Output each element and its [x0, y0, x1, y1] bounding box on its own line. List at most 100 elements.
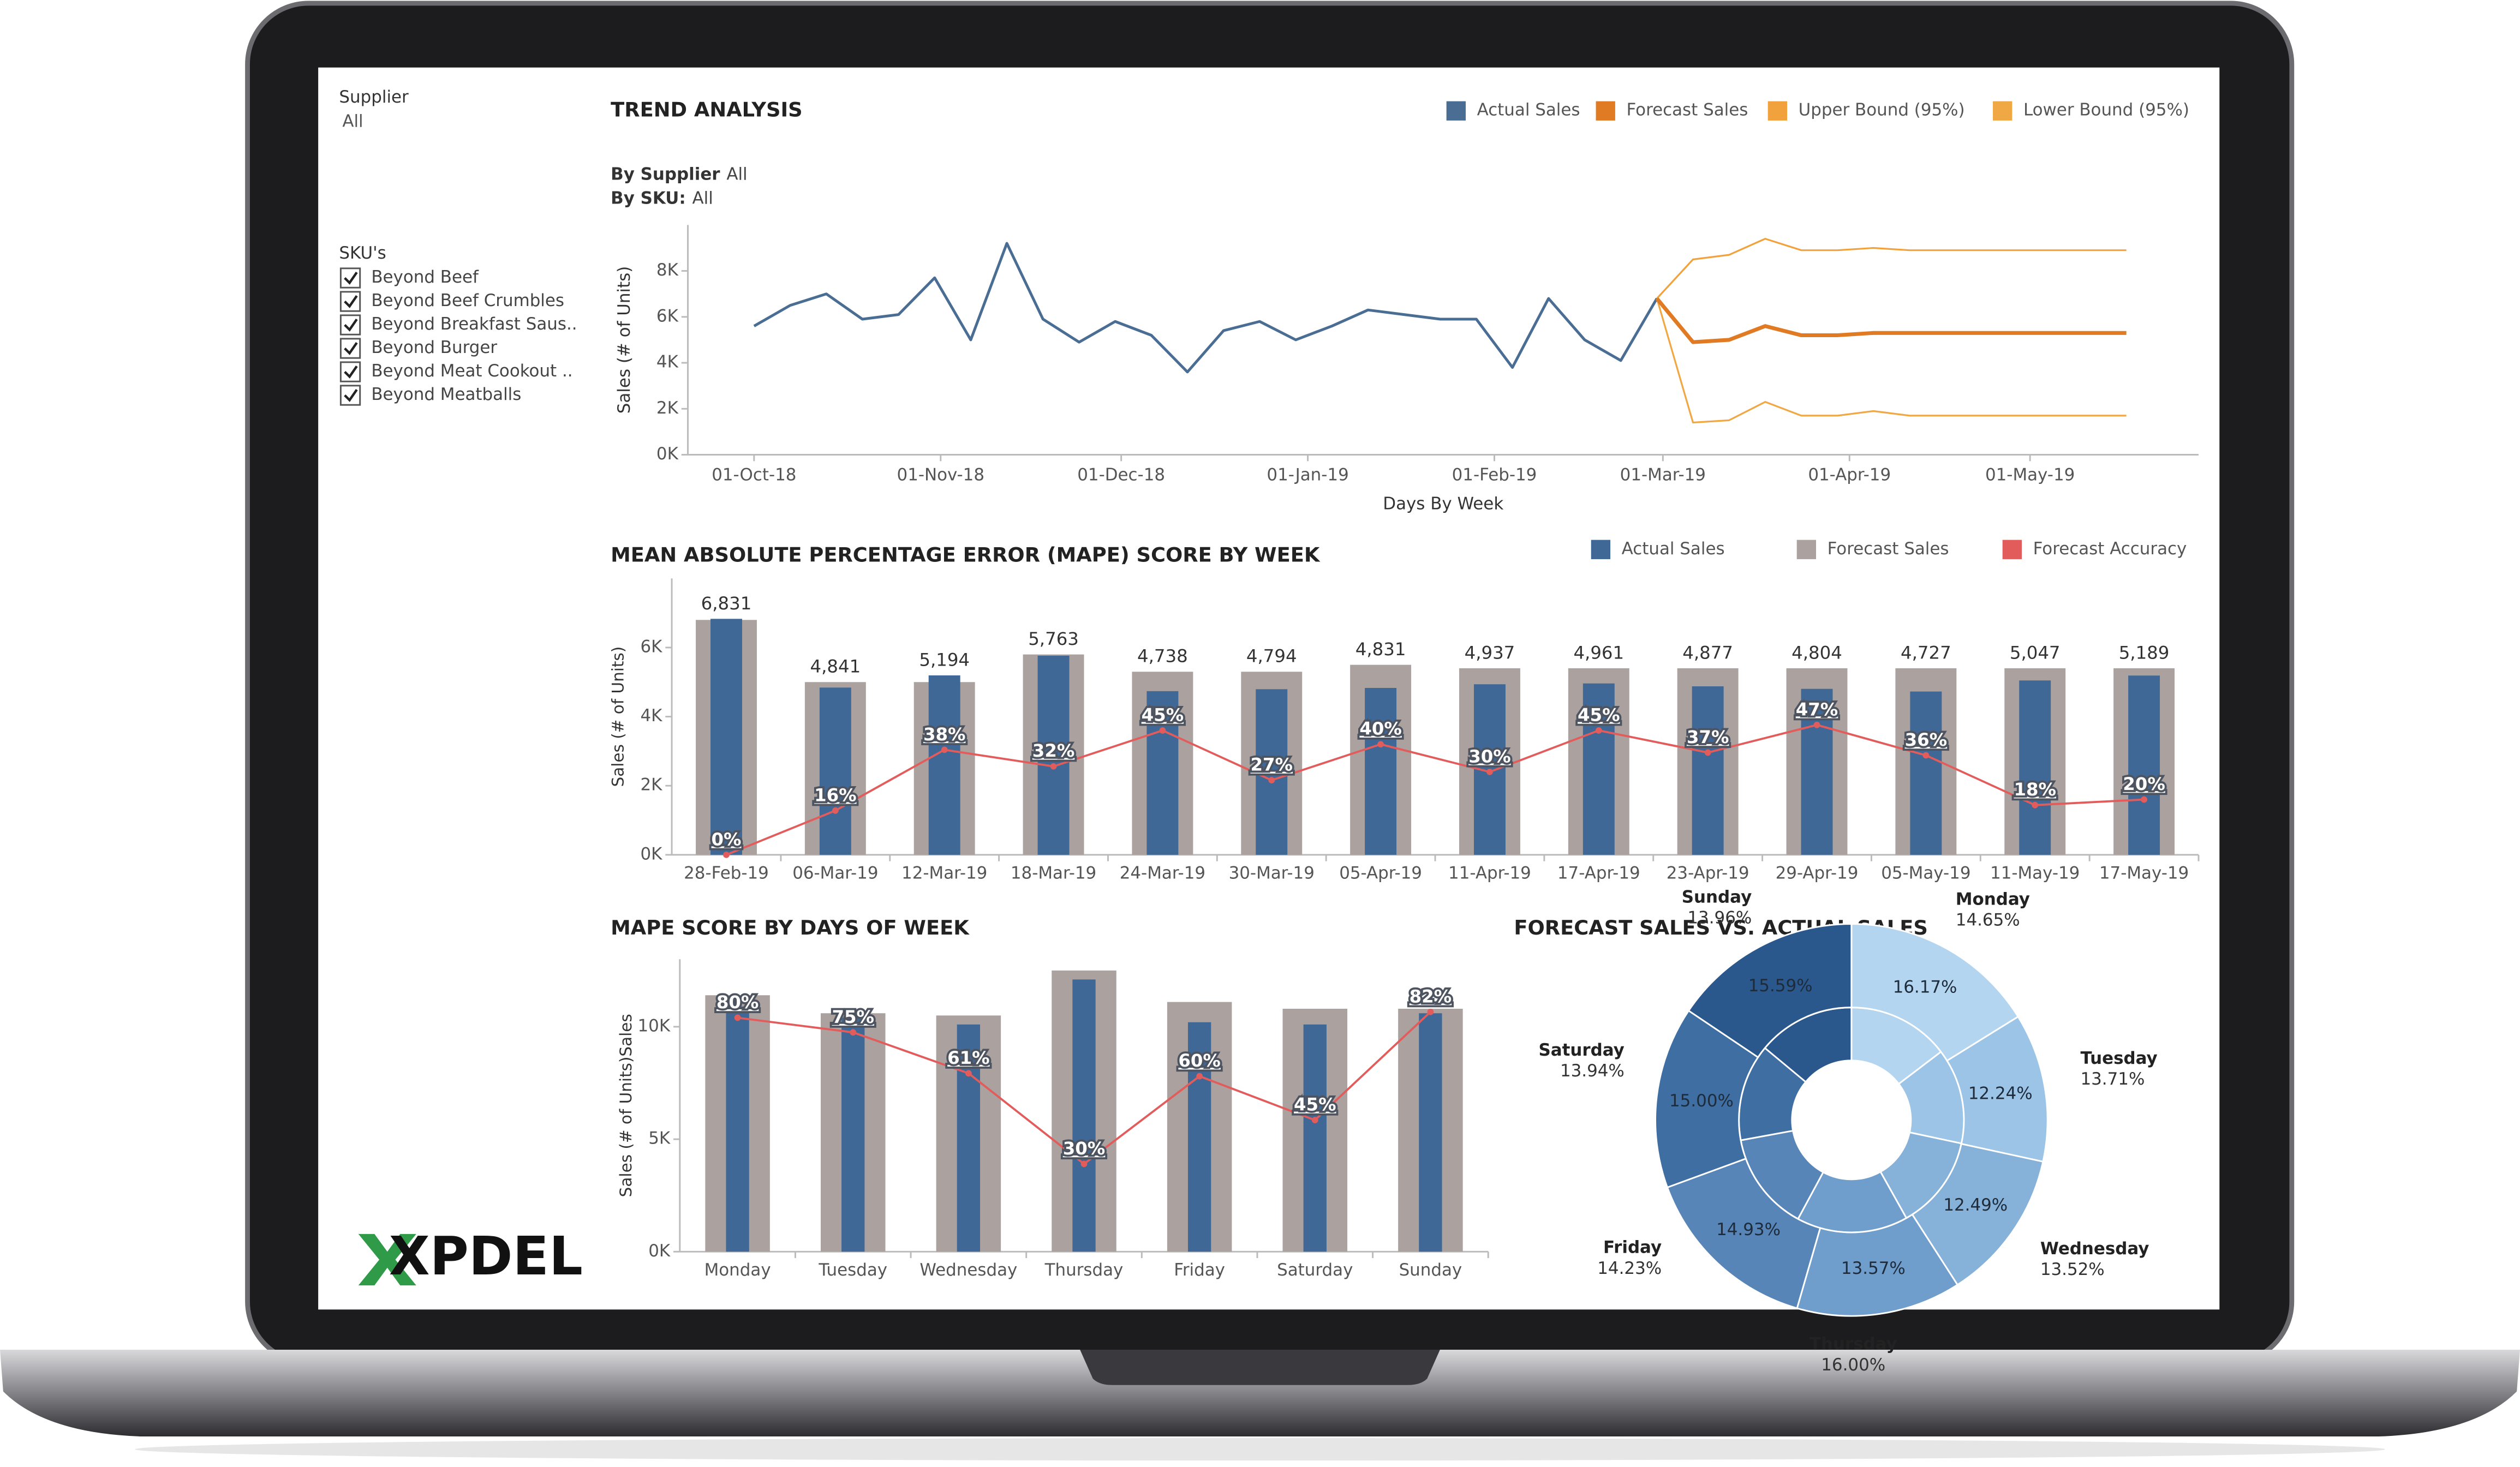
- y-tick-label: 2K: [656, 398, 679, 418]
- accuracy-label: 45%: [1142, 704, 1184, 725]
- pie-label: 14.65%: [1956, 911, 2020, 930]
- data-label: 5,763: [1028, 628, 1079, 649]
- line-series: [753, 242, 1658, 374]
- pie-category: Wednesday: [2040, 1239, 2149, 1259]
- x-tick-label: 01-Oct-18: [712, 465, 796, 484]
- bar: [1303, 1024, 1327, 1252]
- legend-label: Lower Bound (95%): [2023, 100, 2189, 120]
- data-label: 4,738: [1137, 646, 1188, 667]
- bar: [726, 1006, 749, 1252]
- y-tick-label: 6K: [640, 637, 662, 656]
- x-tick-label: 01-Nov-18: [897, 465, 984, 484]
- accuracy-point: [2032, 801, 2039, 809]
- checkbox[interactable]: [339, 338, 361, 359]
- x-tick-label: 11-Apr-19: [1448, 864, 1531, 883]
- accuracy-label: 18%: [2014, 779, 2056, 800]
- accuracy-label: 47%: [1796, 699, 1838, 720]
- accuracy-label: 30%: [1468, 746, 1511, 767]
- x-tick-label: 12-Mar-19: [901, 864, 987, 883]
- legend-swatch: [1446, 101, 1466, 121]
- accuracy-point: [850, 1029, 857, 1036]
- supplier-value[interactable]: All: [342, 111, 363, 131]
- laptop-notch: [1080, 1349, 1440, 1385]
- legend-label: Actual Sales: [1477, 100, 1580, 120]
- laptop-base: [0, 1349, 2520, 1437]
- bar: [841, 1017, 865, 1252]
- sku-item[interactable]: Beyond Burger: [371, 338, 497, 357]
- accuracy-label: 20%: [2123, 774, 2165, 794]
- legend-label: Forecast Accuracy: [2033, 539, 2187, 559]
- checkbox[interactable]: [339, 361, 361, 382]
- pie-category: Tuesday: [2080, 1049, 2157, 1068]
- logo-mark: [358, 1234, 416, 1286]
- bar: [710, 619, 742, 855]
- legend-label: Forecast Sales: [1626, 100, 1748, 120]
- y-tick-label: 10K: [638, 1016, 671, 1035]
- checkbox[interactable]: [339, 385, 361, 406]
- accuracy-point: [1813, 721, 1820, 728]
- legend-label: Forecast Sales: [1828, 539, 1949, 559]
- accuracy-point: [1311, 1117, 1318, 1123]
- x-tick-label: 01-Jan-19: [1267, 465, 1348, 484]
- accuracy-point: [1159, 727, 1166, 734]
- bar: [1187, 1022, 1211, 1252]
- pie-category: Thursday: [1810, 1334, 1897, 1354]
- data-label: 5,194: [919, 649, 970, 670]
- data-label: 5,047: [2010, 642, 2061, 663]
- bar: [2128, 675, 2160, 855]
- accuracy-point: [1704, 749, 1711, 756]
- bar: [819, 687, 851, 855]
- chart-title: MAPE SCORE BY DAYS OF WEEK: [611, 916, 970, 939]
- bar: [1801, 688, 1833, 855]
- data-label: 4,841: [810, 656, 861, 677]
- sku-item[interactable]: Beyond Breakfast Saus..: [371, 314, 577, 334]
- data-label: 4,937: [1465, 642, 1515, 663]
- x-tick-label: 28-Feb-19: [684, 864, 769, 883]
- sku-item[interactable]: Beyond Meat Cookout ..: [371, 361, 572, 381]
- x-tick-label: 01-Mar-19: [1620, 465, 1706, 484]
- accuracy-label: 32%: [1032, 740, 1075, 761]
- checkbox[interactable]: [339, 291, 361, 312]
- pie-label: 15.59%: [1748, 976, 1813, 996]
- y-tick-label: 0K: [648, 1241, 671, 1261]
- accuracy-point: [965, 1070, 972, 1077]
- accuracy-point: [1427, 1008, 1434, 1015]
- bar: [1146, 691, 1179, 855]
- x-tick-label: Thursday: [1044, 1260, 1124, 1280]
- accuracy-point: [941, 746, 948, 753]
- x-tick-label: Tuesday: [818, 1260, 887, 1280]
- accuracy-label: 0%: [712, 829, 742, 849]
- y-tick-label: 4K: [640, 706, 662, 726]
- pie-label: 13.57%: [1841, 1259, 1906, 1278]
- checkbox[interactable]: [339, 267, 361, 289]
- bar: [928, 675, 960, 855]
- line-series: [1656, 298, 2127, 424]
- filter-value: All: [726, 165, 747, 184]
- x-tick-label: 23-Apr-19: [1667, 864, 1749, 883]
- checkbox[interactable]: [339, 314, 361, 336]
- filter-value: All: [692, 189, 713, 208]
- data-label: 4,794: [1246, 646, 1297, 667]
- check-mark: [344, 295, 358, 308]
- legend-label: Actual Sales: [1622, 539, 1725, 559]
- x-tick-label: Saturday: [1277, 1260, 1353, 1280]
- sku-item[interactable]: Beyond Beef: [371, 267, 479, 287]
- accuracy-point: [1196, 1073, 1203, 1080]
- x-tick-label: 29-Apr-19: [1776, 864, 1859, 883]
- x-tick-label: 01-May-19: [1985, 465, 2075, 484]
- pie-label: 12.24%: [1968, 1083, 2033, 1103]
- pie-slice: [1796, 1213, 1959, 1317]
- pie-label: 13.96%: [1687, 908, 1752, 928]
- x-tick-label: 05-Apr-19: [1339, 864, 1422, 883]
- line-series: [1656, 238, 2127, 300]
- x-tick-label: Monday: [704, 1260, 771, 1280]
- legend-swatch: [1596, 101, 1615, 121]
- legend-swatch: [1767, 101, 1788, 121]
- y-tick-label: 6K: [656, 306, 679, 326]
- pie-label: 16.00%: [1821, 1355, 1885, 1375]
- sku-item[interactable]: Beyond Beef Crumbles: [371, 291, 564, 310]
- pie-slice: [1850, 923, 2020, 1062]
- y-tick-label: 8K: [656, 260, 679, 280]
- sku-item[interactable]: Beyond Meatballs: [371, 385, 521, 404]
